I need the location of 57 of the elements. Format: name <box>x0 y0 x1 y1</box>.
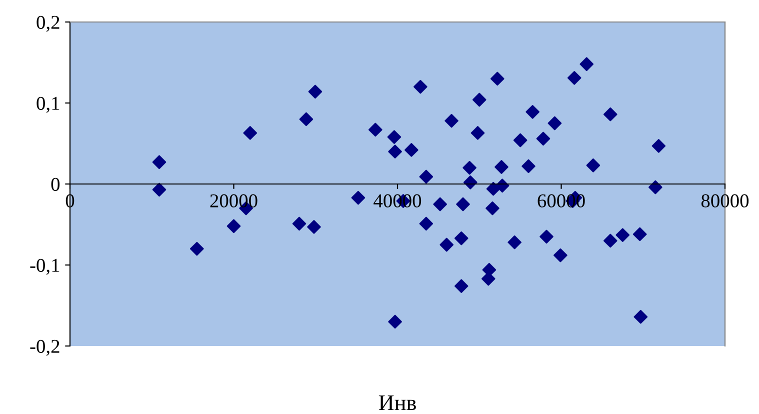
point <box>454 231 468 246</box>
point <box>616 228 630 242</box>
point <box>404 143 418 157</box>
point <box>540 230 554 244</box>
y-tick-label: -0,2 <box>30 340 60 356</box>
point <box>388 144 402 159</box>
x-tick-label: 80000 <box>701 194 749 208</box>
point <box>243 126 258 140</box>
point <box>414 80 428 94</box>
point <box>495 178 510 193</box>
point <box>433 197 447 212</box>
point <box>292 216 306 231</box>
point <box>387 130 402 144</box>
point <box>472 92 486 107</box>
point <box>308 84 322 99</box>
point <box>226 219 241 234</box>
point <box>632 227 647 242</box>
point <box>652 139 666 153</box>
point <box>648 180 662 194</box>
point <box>152 155 166 170</box>
point <box>454 279 468 293</box>
point <box>634 310 648 324</box>
point <box>440 238 454 252</box>
y-tick-label: -0,1 <box>30 258 60 275</box>
point <box>603 107 618 122</box>
point <box>536 132 550 146</box>
point <box>494 160 508 174</box>
point <box>470 126 485 140</box>
y-tick-label: 0,2 <box>36 16 60 32</box>
point <box>580 57 594 72</box>
point <box>152 182 166 197</box>
x-axis-title: Инв <box>378 395 416 410</box>
point <box>548 116 562 130</box>
point <box>508 235 522 250</box>
point <box>603 234 618 248</box>
point <box>419 170 434 184</box>
point <box>522 159 536 174</box>
point <box>567 70 582 85</box>
point <box>388 314 402 329</box>
point <box>419 216 434 231</box>
point <box>554 248 568 262</box>
point <box>299 112 314 126</box>
x-tick-label: 20000 <box>210 194 258 208</box>
y-tick-label: 0,1 <box>36 96 60 113</box>
point <box>462 160 476 175</box>
point <box>586 158 600 172</box>
point <box>486 201 500 216</box>
point <box>526 105 540 119</box>
point <box>190 242 204 256</box>
point <box>456 197 470 212</box>
point <box>351 190 366 205</box>
point <box>368 122 382 137</box>
y-tick-label: 0 <box>51 178 60 191</box>
point <box>444 114 458 128</box>
point <box>513 133 528 148</box>
point <box>490 72 504 86</box>
point <box>307 220 321 234</box>
